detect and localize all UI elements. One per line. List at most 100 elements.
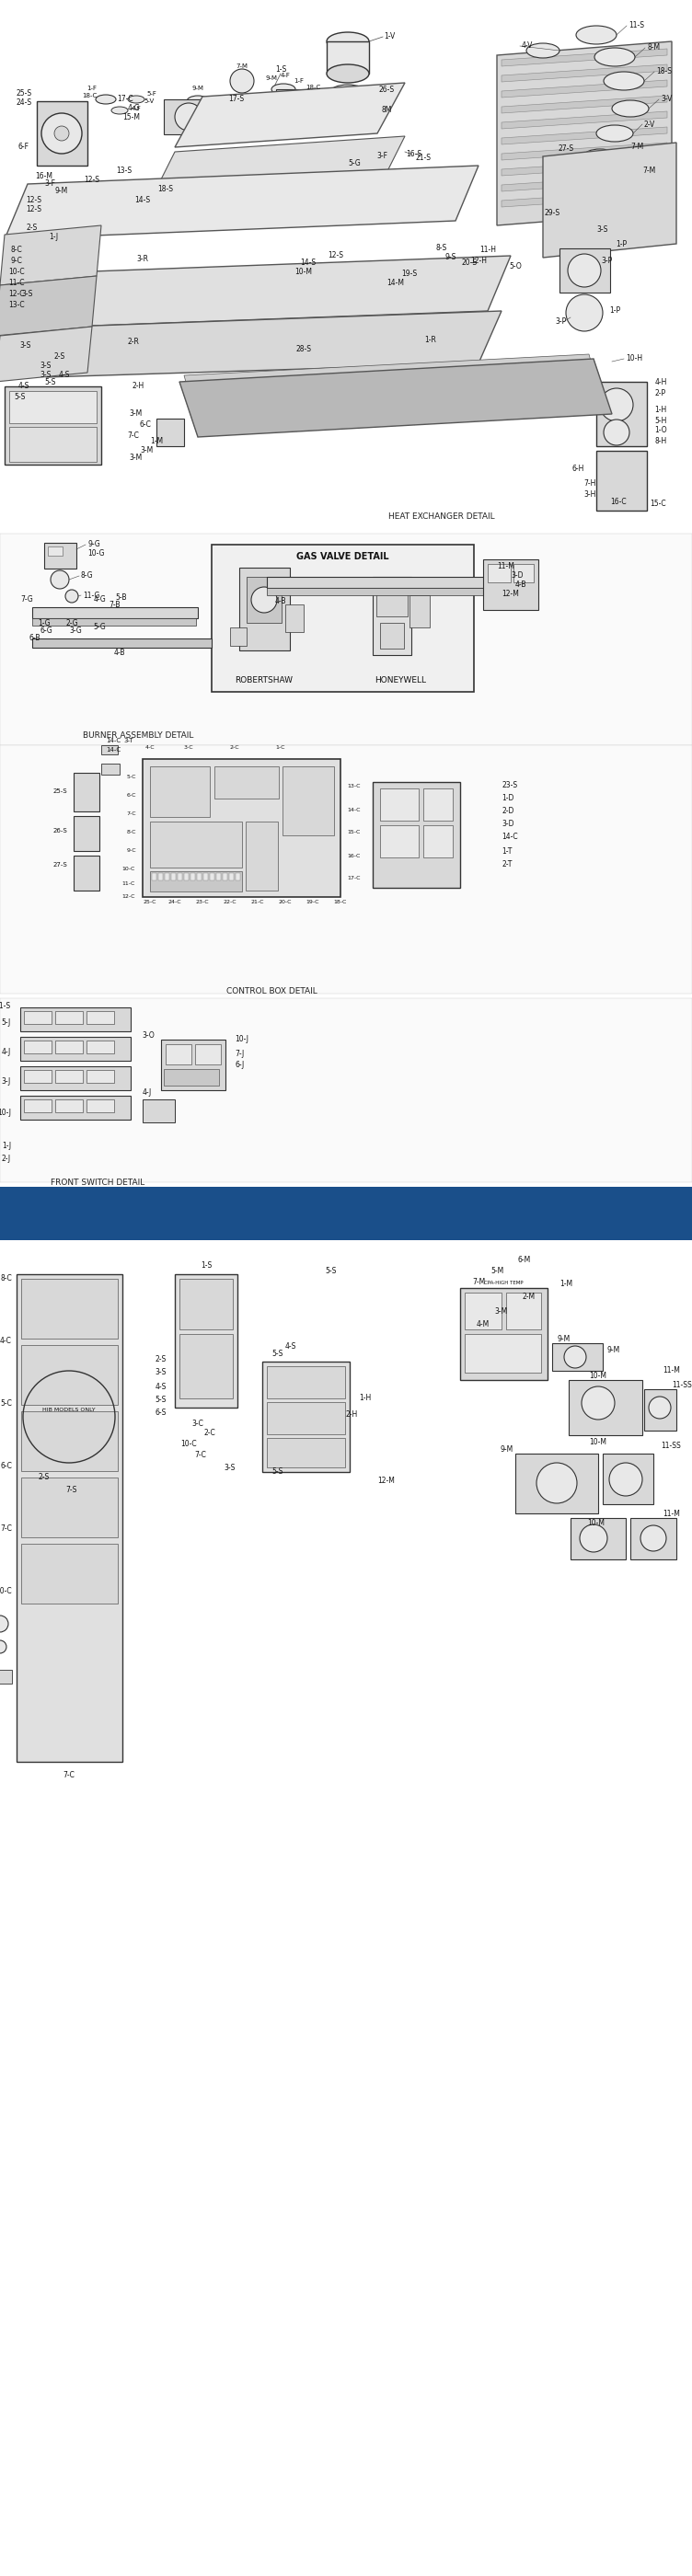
Polygon shape — [502, 80, 667, 98]
Text: 3-G: 3-G — [69, 626, 82, 634]
Bar — [73, 855, 100, 891]
Text: 5-H: 5-H — [655, 417, 667, 425]
Bar — [5, 386, 101, 464]
Text: 3-S: 3-S — [40, 371, 52, 379]
Polygon shape — [0, 327, 92, 381]
Ellipse shape — [595, 173, 628, 188]
Text: 12-S: 12-S — [84, 175, 100, 183]
Bar — [20, 1066, 131, 1090]
Bar — [66, 268, 89, 312]
Bar — [380, 824, 419, 858]
Bar — [570, 1517, 626, 1558]
Text: 7-M: 7-M — [472, 1278, 485, 1285]
Text: 3-O: 3-O — [142, 1030, 154, 1038]
Text: 2-V: 2-V — [644, 121, 655, 129]
Bar — [33, 639, 212, 647]
Text: 3-J: 3-J — [1, 1077, 11, 1087]
Text: FRONT SWITCH DETAIL: FRONT SWITCH DETAIL — [51, 1177, 145, 1188]
Bar — [150, 822, 242, 868]
Text: 1-M: 1-M — [560, 1280, 572, 1288]
Text: 9-M: 9-M — [55, 188, 69, 196]
Text: 14-S: 14-S — [135, 196, 151, 204]
Bar — [644, 1388, 676, 1430]
Bar — [424, 824, 453, 858]
Ellipse shape — [327, 31, 369, 52]
Circle shape — [567, 255, 601, 286]
Text: 10-M: 10-M — [590, 1437, 607, 1448]
Text: 20-C: 20-C — [279, 899, 292, 904]
Bar — [597, 451, 647, 510]
Bar — [21, 1479, 118, 1538]
Bar — [37, 100, 87, 165]
Ellipse shape — [612, 100, 649, 116]
Circle shape — [581, 1386, 614, 1419]
Bar — [216, 873, 221, 881]
Text: 3-H: 3-H — [584, 492, 597, 500]
Bar — [51, 296, 71, 307]
Text: 1-F: 1-F — [294, 77, 304, 82]
Text: 4-S: 4-S — [285, 1342, 297, 1350]
Bar — [560, 247, 610, 294]
Text: 4-J: 4-J — [143, 1090, 152, 1097]
Text: 19-C: 19-C — [306, 899, 320, 904]
Text: 4-G: 4-G — [127, 106, 140, 113]
Bar — [276, 90, 327, 126]
Ellipse shape — [603, 72, 644, 90]
Bar — [483, 559, 538, 611]
Text: 7-J: 7-J — [235, 1048, 244, 1059]
Text: 4-F: 4-F — [131, 106, 141, 111]
Text: 8-G: 8-G — [81, 572, 93, 580]
Circle shape — [286, 93, 316, 121]
Text: 10-C: 10-C — [122, 868, 136, 871]
Text: 3-M: 3-M — [140, 446, 154, 456]
Text: 29-S: 29-S — [544, 209, 560, 216]
Text: 14-C: 14-C — [502, 832, 518, 842]
Bar — [44, 544, 76, 569]
Bar — [55, 1041, 83, 1054]
Text: 5-S: 5-S — [155, 1396, 167, 1404]
Text: 9-C: 9-C — [127, 848, 136, 853]
Text: 7-C: 7-C — [0, 1525, 12, 1533]
Bar — [55, 1100, 83, 1113]
Text: 1-M: 1-M — [150, 438, 163, 446]
Text: HONEYWELL: HONEYWELL — [374, 677, 426, 685]
Bar — [0, 0, 692, 801]
Text: 1-V: 1-V — [383, 33, 395, 41]
Text: 11-C: 11-C — [8, 278, 25, 289]
Bar — [101, 762, 120, 775]
Text: 18-C: 18-C — [82, 93, 97, 98]
Text: 25-S: 25-S — [53, 788, 67, 793]
Bar — [0, 533, 692, 744]
Bar — [190, 873, 195, 881]
Bar — [33, 618, 196, 626]
Bar — [410, 595, 430, 629]
Ellipse shape — [583, 149, 617, 165]
Text: 11-SS: 11-SS — [661, 1443, 681, 1450]
Text: 12-S: 12-S — [26, 196, 42, 204]
Text: 14-C: 14-C — [106, 747, 120, 752]
Text: 6-B: 6-B — [29, 634, 41, 641]
Text: 3-P: 3-P — [556, 317, 567, 327]
Text: 14-C: 14-C — [106, 737, 120, 744]
Bar — [210, 873, 215, 881]
Bar — [246, 577, 282, 623]
Text: 31-S: 31-S — [0, 1002, 11, 1010]
Text: 27-S: 27-S — [558, 144, 574, 152]
Ellipse shape — [187, 95, 209, 106]
Bar — [327, 41, 369, 75]
Text: 9-C: 9-C — [10, 258, 22, 265]
Text: 5-M: 5-M — [491, 1267, 504, 1275]
Circle shape — [603, 420, 630, 446]
Bar — [24, 1010, 51, 1023]
Text: GAS VALVE DETAIL: GAS VALVE DETAIL — [296, 551, 389, 562]
Polygon shape — [502, 142, 667, 160]
Text: 2-M: 2-M — [522, 1293, 536, 1301]
Text: 5-S: 5-S — [271, 1468, 283, 1476]
Bar — [86, 1041, 114, 1054]
Bar — [73, 773, 100, 811]
Text: 7-C: 7-C — [194, 1450, 206, 1461]
Text: 28-S: 28-S — [296, 345, 311, 353]
Text: 13-C: 13-C — [8, 301, 25, 309]
Text: 3-F: 3-F — [44, 180, 55, 188]
Bar — [0, 1239, 692, 2576]
